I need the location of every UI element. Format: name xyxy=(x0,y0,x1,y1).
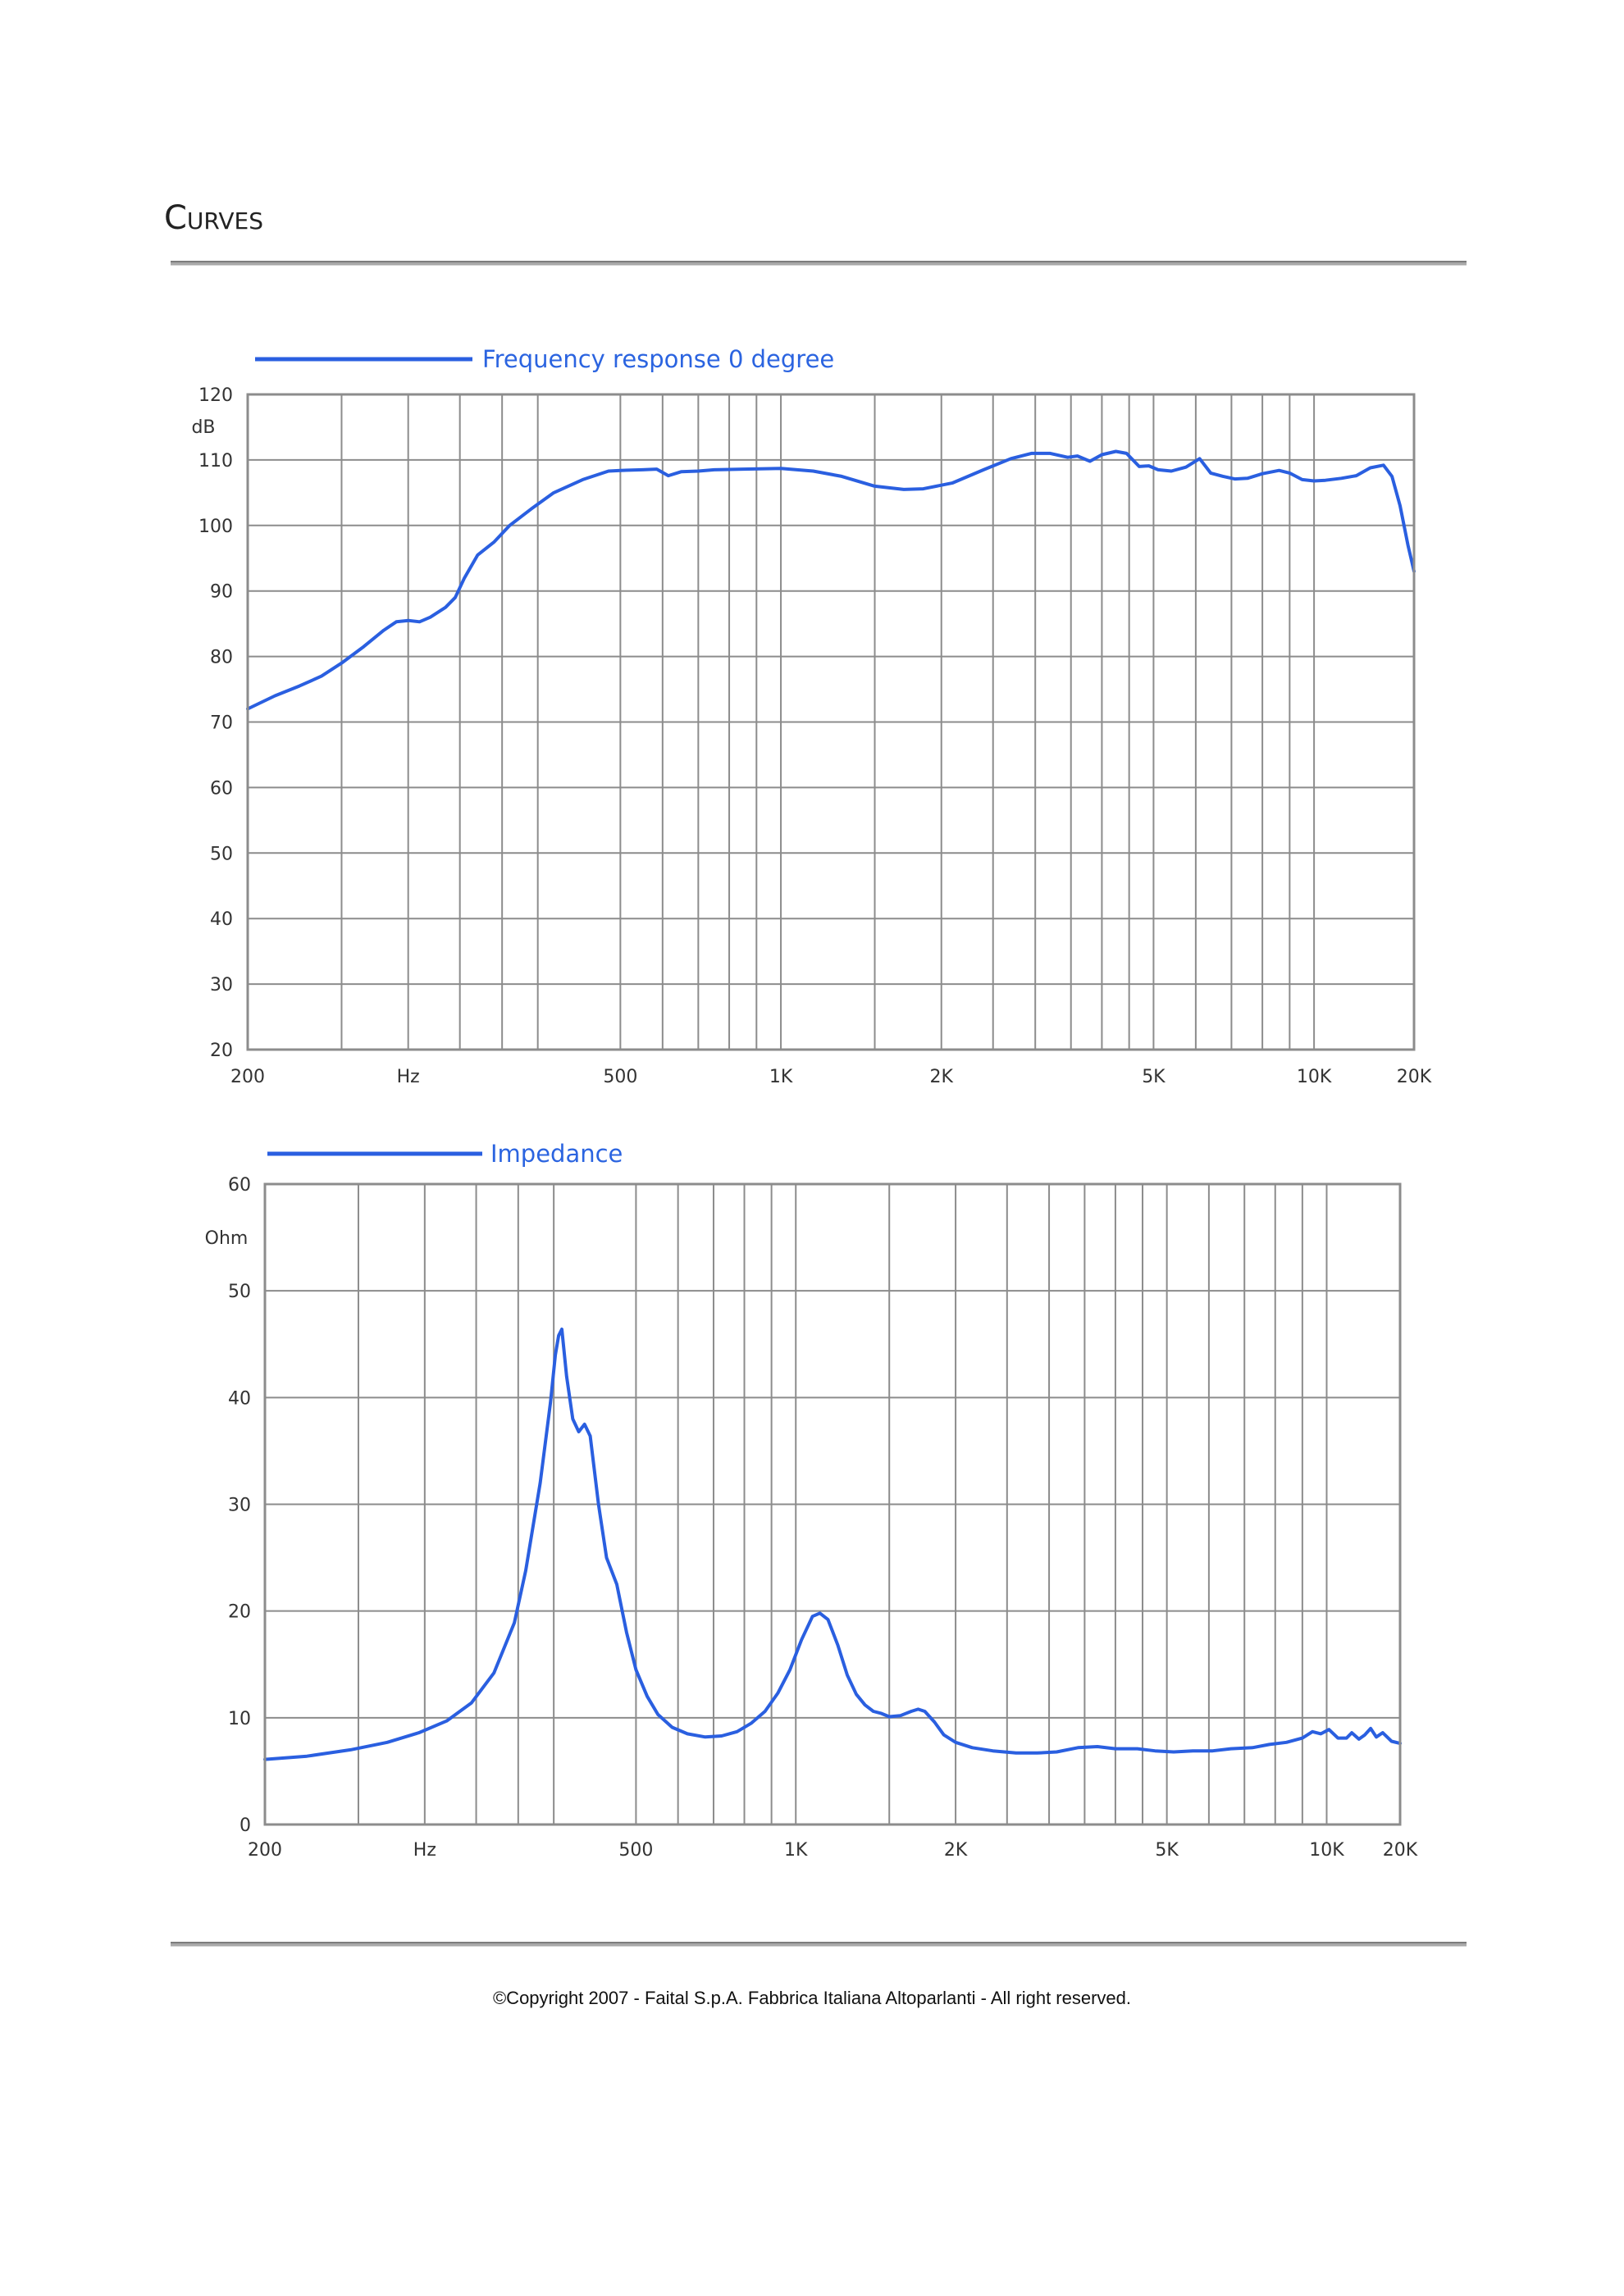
legend-label: Frequency response 0 degree xyxy=(482,345,834,373)
x-tick-label: Hz xyxy=(413,1840,436,1861)
y-axis-ticks: 0 10 20 30 40 50 60 xyxy=(228,1175,251,1836)
y-tick-label: 40 xyxy=(228,1388,251,1409)
impedance-curve xyxy=(263,1328,1402,1761)
y-tick-label: 60 xyxy=(228,1175,251,1196)
x-tick-label: 20K xyxy=(1383,1840,1418,1861)
frequency-response-curve xyxy=(246,449,1416,711)
y-tick-label: 20 xyxy=(210,1041,233,1061)
y-axis-unit: Ohm xyxy=(205,1228,249,1249)
page-title: Curves xyxy=(164,199,263,237)
x-tick-label: Hz xyxy=(397,1067,420,1087)
y-tick-label: 100 xyxy=(198,517,233,537)
x-tick-label: 500 xyxy=(603,1067,637,1087)
x-tick-label: 10K xyxy=(1297,1067,1332,1087)
x-tick-label: 200 xyxy=(248,1840,282,1861)
x-tick-label: 1K xyxy=(769,1067,793,1087)
chart-legend: Frequency response 0 degree xyxy=(255,345,834,373)
y-tick-label: 10 xyxy=(228,1709,251,1729)
x-tick-label: 5K xyxy=(1142,1067,1166,1087)
plot-frame xyxy=(246,393,1416,1051)
y-tick-label: 30 xyxy=(210,975,233,995)
impedance-chart: Impedance 0 10 20 30 40 50 60 Ohm 200 Hz 500 1K 2K… xyxy=(205,1140,1418,1861)
x-axis-ticks: 200 Hz 500 1K 2K 5K 10K 20K xyxy=(230,1067,1432,1087)
y-tick-label: 110 xyxy=(198,451,233,472)
x-tick-label: 1K xyxy=(784,1840,808,1861)
y-tick-label: 120 xyxy=(198,385,233,406)
bottom-divider xyxy=(171,1942,1467,1947)
x-tick-label: 5K xyxy=(1155,1840,1179,1861)
y-tick-label: 70 xyxy=(210,713,233,734)
x-tick-label: 10K xyxy=(1309,1840,1344,1861)
grid xyxy=(248,394,1414,1050)
x-tick-label: 2K xyxy=(930,1067,954,1087)
x-tick-label: 200 xyxy=(230,1067,265,1087)
y-tick-label: 60 xyxy=(210,778,233,799)
legend-label: Impedance xyxy=(490,1140,623,1168)
y-axis-ticks: 20 30 40 50 60 70 80 90 100 110 120 xyxy=(198,385,233,1061)
y-tick-label: 90 xyxy=(210,582,233,603)
y-tick-label: 30 xyxy=(228,1496,251,1516)
y-tick-label: 0 xyxy=(239,1815,251,1836)
y-tick-label: 50 xyxy=(228,1282,251,1302)
x-tick-label: 500 xyxy=(618,1840,653,1861)
y-tick-label: 40 xyxy=(210,909,233,930)
copyright-notice: ©Copyright 2007 - Faital S.p.A. Fabbrica… xyxy=(492,1988,1132,2008)
y-tick-label: 80 xyxy=(210,648,233,668)
x-tick-label: 20K xyxy=(1397,1067,1432,1087)
y-axis-unit: dB xyxy=(191,417,215,438)
x-tick-label: 2K xyxy=(944,1840,968,1861)
chart-legend: Impedance xyxy=(267,1140,623,1168)
grid xyxy=(265,1183,1400,1825)
plot-frame xyxy=(263,1182,1402,1826)
frequency-response-chart: Frequency response 0 degree 20 30 40 50 60 70… xyxy=(191,345,1432,1087)
top-divider xyxy=(171,261,1467,266)
y-tick-label: 50 xyxy=(210,844,233,864)
x-axis-ticks: 200 Hz 500 1K 2K 5K 10K 20K xyxy=(248,1840,1418,1861)
y-tick-label: 20 xyxy=(228,1602,251,1623)
